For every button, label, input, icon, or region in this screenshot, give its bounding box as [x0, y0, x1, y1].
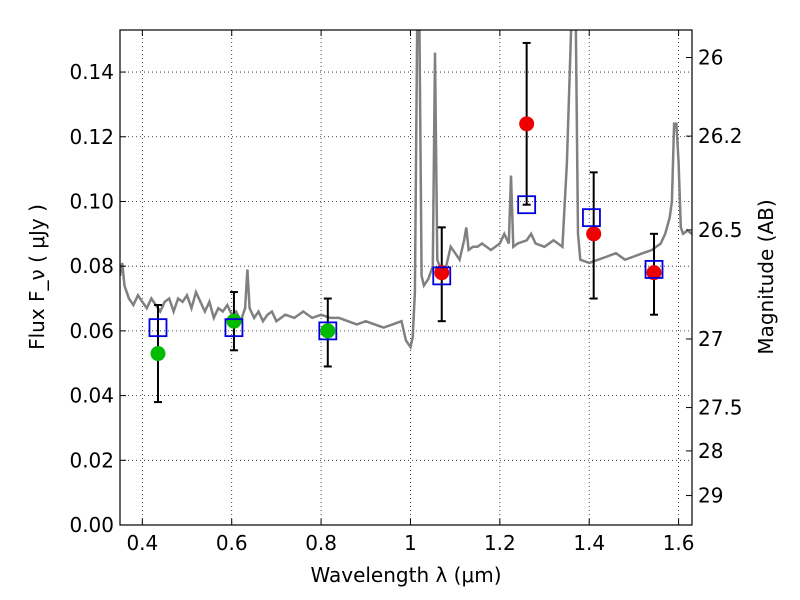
- model-square: [582, 208, 601, 228]
- right-tick-label: 28: [698, 439, 723, 463]
- right-tick-label: 27.5: [698, 396, 743, 420]
- x-tick-label: 0.4: [126, 531, 158, 555]
- right-tick-label: 26.5: [698, 218, 743, 242]
- x-tick-label: 1.4: [573, 531, 605, 555]
- y-tick-label: 0.10: [69, 189, 114, 213]
- green-data-point: [150, 346, 166, 362]
- red-data-point: [519, 116, 535, 132]
- x-tick-label: 0.6: [216, 531, 248, 555]
- y-axis-label: Flux F_ν ( μJy ): [25, 204, 49, 350]
- tick-layer: 0.4 0.6 0.8 1 1.2 1.4 1.6 0.00 0.02 0.04 0.06 0.08 0…: [69, 30, 743, 555]
- grid-layer: [120, 30, 692, 526]
- y-tick-label: 0.12: [69, 125, 114, 149]
- model-square: [644, 260, 664, 279]
- red-data-point: [586, 226, 602, 242]
- y-tick-label: 0.06: [69, 319, 114, 343]
- data-point-layer: [150, 116, 662, 362]
- model-square: [432, 266, 452, 286]
- y-tick-label: 0.02: [69, 448, 114, 472]
- x-axis-label: Wavelength λ (μm): [310, 563, 501, 587]
- model-spectrum-layer: [120, 30, 692, 351]
- plot-frame: [119, 29, 693, 526]
- green-data-point: [226, 313, 242, 329]
- red-data-point: [434, 265, 450, 281]
- y-tick-label: 0.08: [69, 254, 114, 278]
- y-tick-label: 0.14: [69, 60, 114, 84]
- right-tick-label: 26: [698, 46, 723, 70]
- model-square-layer: [148, 195, 664, 341]
- right-tick-label: 27: [698, 327, 723, 351]
- right-tick-label: 26.2: [698, 124, 743, 148]
- y-tick-label: 0.04: [69, 384, 114, 408]
- model-square: [318, 321, 338, 341]
- right-tick-label: 29: [698, 484, 723, 508]
- x-tick-label: 1: [404, 531, 417, 555]
- green-data-point: [320, 323, 336, 339]
- red-data-point: [646, 265, 662, 281]
- model-square: [517, 195, 537, 215]
- x-tick-label: 1.2: [484, 531, 516, 555]
- x-tick-label: 1.6: [663, 531, 695, 555]
- model-spectrum-line: [120, 30, 692, 351]
- model-square: [148, 318, 168, 338]
- model-square: [224, 318, 244, 338]
- y-axis-right-label: Magnitude (AB): [754, 199, 778, 354]
- x-tick-label: 0.8: [305, 531, 337, 555]
- y-tick-label: 0.00: [69, 513, 114, 537]
